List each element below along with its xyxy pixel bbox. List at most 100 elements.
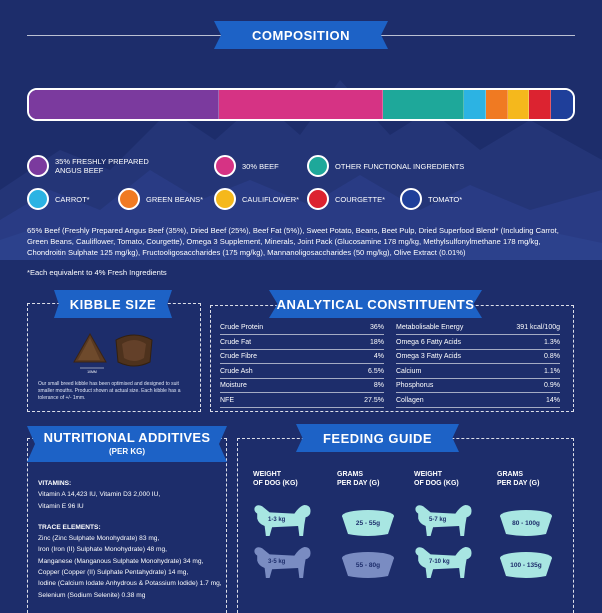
dog-icon — [415, 546, 472, 578]
legend-label: GREEN BEANS* — [146, 194, 204, 204]
legend-swatch — [214, 188, 236, 210]
analytical-label: Crude Ash — [220, 367, 253, 375]
nutritional-banner: NUTRITIONAL ADDITIVES (PER KG) — [27, 426, 227, 462]
analytical-row: Calcium 1.1% — [396, 365, 560, 379]
analytical-value: 8% — [373, 382, 384, 389]
analytical-value: 1.1% — [544, 367, 560, 375]
composition-segment — [529, 90, 552, 119]
composition-segment — [382, 90, 465, 119]
trace-heading: TRACE ELEMENTS: — [38, 523, 101, 531]
bowl-icon — [342, 552, 394, 578]
legend-label: CAULIFLOWER* — [242, 194, 300, 204]
trace-line: Manganese (Manganous Sulphate Monohydrat… — [38, 557, 204, 565]
feeding-weight-heading-right: WEIGHT OF DOG (kg) — [414, 471, 459, 487]
legend-swatch — [27, 188, 49, 210]
composition-segment — [29, 90, 220, 119]
dog-icon — [254, 546, 311, 578]
analytical-value: 6.5% — [368, 367, 384, 375]
legend-swatch — [307, 155, 329, 177]
analytical-label: Crude Fibre — [220, 353, 257, 360]
ingredients-text: 65% Beef (Freshly Prepared Angus Beef (3… — [27, 226, 559, 257]
legend-item: OTHER FUNCTIONAL INGREDIENTS — [307, 155, 464, 177]
analytical-value: 4% — [373, 353, 384, 360]
legend-label: COURGETTE* — [335, 194, 386, 204]
analytical-banner: ANALYTICAL CONSTITUENTS — [269, 290, 482, 318]
dog-weight-label: 3-5 kg — [268, 559, 286, 565]
bowl-icon — [500, 510, 552, 536]
analytical-label: Omega 6 Fatty Acids — [396, 338, 461, 346]
analytical-label: Collagen — [396, 396, 424, 404]
bowl-grams-label: 100 - 135g — [510, 562, 542, 569]
nutritional-text: VITAMINS: Vitamin A 14,423 IU, Vitamin D… — [38, 478, 228, 601]
trace-line: Iron (Iron (II) Sulphate Monohydrate) 48… — [38, 546, 168, 554]
trace-line: Copper (Copper (II) Sulphate Pentahydrat… — [38, 569, 189, 577]
mountain-background-icon — [0, 80, 602, 260]
kibble-title: KIBBLE SIZE — [69, 296, 157, 312]
feeding-weight-heading: WEIGHT OF DOG (kg) — [253, 471, 298, 487]
ingredients-note: *Each equivalent to 4% Fresh Ingredients — [27, 268, 167, 277]
legend-item: CAULIFLOWER* — [214, 188, 299, 210]
analytical-value: 14% — [545, 396, 560, 404]
legend-item: TOMATO* — [400, 188, 462, 210]
analytical-row: Crude Protein 36% — [220, 321, 384, 335]
analytical-value: 1.3% — [544, 338, 560, 346]
nutritional-subtitle: (PER KG) — [109, 447, 145, 456]
legend-swatch — [27, 155, 49, 177]
dog-weight-label: 5-7 kg — [429, 517, 447, 523]
analytical-row: Crude Ash 6.5% — [220, 365, 384, 379]
analytical-row: Phosphorus 0.9% — [396, 379, 560, 393]
bowl-icon — [500, 552, 552, 578]
dog-icon — [415, 504, 472, 536]
bowl-grams-label: 55 - 80g — [355, 562, 381, 569]
legend-item: CARROT* — [27, 188, 90, 210]
legend-swatch — [400, 188, 422, 210]
legend-label: OTHER FUNCTIONAL INGREDIENTS — [335, 161, 465, 171]
analytical-row: Crude Fibre 4% — [220, 350, 384, 364]
legend-item: GREEN BEANS* — [118, 188, 203, 210]
feeding-title: FEEDING GUIDE — [322, 430, 433, 446]
kibble-illustration-icon: 10MM — [73, 332, 153, 374]
analytical-label: Metabolisable Energy — [396, 324, 464, 331]
analytical-label: Omega 3 Fatty Acids — [396, 353, 461, 360]
analytical-row: Omega 3 Fatty Acids 0.8% — [396, 350, 560, 364]
legend-swatch — [307, 188, 329, 210]
composition-segment — [551, 90, 573, 119]
composition-segment — [464, 90, 486, 119]
analytical-title: ANALYTICAL CONSTITUENTS — [276, 296, 475, 312]
analytical-row: Metabolisable Energy 391 kcal/100g — [396, 321, 560, 335]
analytical-value: 18% — [369, 338, 384, 346]
trace-line: Zinc (Zinc Sulphate Monohydrate) 83 mg, — [38, 535, 160, 543]
feeding-banner: FEEDING GUIDE — [296, 424, 459, 452]
analytical-value: 36% — [369, 324, 384, 331]
legend-label: 30% BEEF — [242, 161, 279, 171]
analytical-label: Phosphorus — [396, 382, 434, 389]
legend-item: 30% BEEF — [214, 155, 279, 177]
vitamins-line: Vitamin A 14,423 IU, Vitamin D3 2,000 IU… — [38, 491, 161, 499]
feeding-grams-heading-right: GRAMS PER DAY (g) — [497, 471, 540, 487]
analytical-label: Crude Fat — [220, 338, 252, 346]
kibble-banner: KIBBLE SIZE — [54, 290, 172, 318]
analytical-row: Omega 6 Fatty Acids 1.3% — [396, 336, 560, 350]
analytical-value: 27.5% — [364, 396, 384, 404]
trace-line: Selenium (Sodium Selenite) 0.38 mg — [38, 591, 146, 599]
composition-segment — [507, 90, 530, 119]
analytical-value: 0.9% — [544, 382, 560, 389]
bowl-icon — [342, 510, 394, 536]
composition-banner: COMPOSITION — [214, 21, 388, 49]
dog-weight-label: 7-10 kg — [429, 559, 450, 565]
bowl-grams-label: 80 - 100g — [512, 520, 540, 527]
analytical-label: Moisture — [220, 382, 247, 389]
vitamins-line: Vitamin E 96 IU — [38, 502, 84, 510]
analytical-label: NFE — [220, 396, 234, 404]
composition-segment — [485, 90, 508, 119]
composition-title: COMPOSITION — [252, 27, 350, 43]
trace-line: Iodine (Calcium Iodate Anhydrous & Potas… — [38, 580, 222, 588]
legend-label: 35% FRESHLY PREPARED ANGUS BEEF — [55, 157, 149, 175]
analytical-value: 391 kcal/100g — [516, 324, 560, 331]
analytical-row: Moisture 8% — [220, 379, 384, 393]
bowl-grams-label: 25 - 55g — [355, 520, 381, 527]
dog-weight-label: 1-3 kg — [268, 517, 286, 523]
feeding-grams-heading: GRAMS PER DAY (g) — [337, 471, 380, 487]
vitamins-heading: VITAMINS: — [38, 480, 72, 487]
